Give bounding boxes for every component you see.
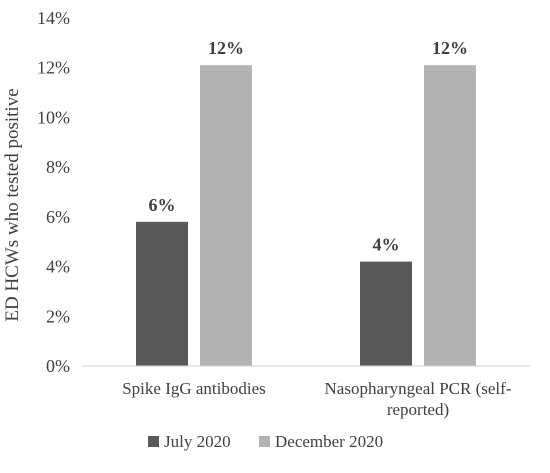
data-label: 12% (432, 38, 468, 58)
y-tick-label: 0% (46, 356, 70, 376)
x-tick-label: reported) (387, 400, 449, 419)
data-label: 6% (149, 195, 176, 215)
y-tick-label: 12% (37, 58, 70, 78)
legend: July 2020 December 2020 (148, 432, 383, 451)
y-axis-label: ED HCWs who tested positive (2, 88, 23, 321)
y-axis: 0% 2% 4% 6% 8% 10% 12% 14% (37, 8, 70, 376)
y-tick-label: 8% (46, 157, 70, 177)
data-label: 4% (373, 235, 400, 255)
y-tick-label: 14% (37, 8, 70, 28)
x-tick-label: Spike IgG antibodies (122, 379, 266, 398)
bar (424, 65, 476, 366)
bar (200, 65, 252, 366)
legend-swatch (259, 436, 270, 447)
y-tick-label: 10% (37, 107, 70, 127)
bars (136, 65, 476, 366)
bar (360, 261, 412, 366)
x-tick-label: Nasopharyngeal PCR (self- (325, 379, 512, 398)
legend-label: July 2020 (164, 432, 231, 451)
legend-swatch (148, 436, 159, 447)
y-tick-label: 4% (46, 257, 70, 277)
data-label: 12% (208, 38, 244, 58)
x-axis: Spike IgG antibodies Nasopharyngeal PCR (… (122, 379, 512, 419)
legend-label: December 2020 (275, 432, 383, 451)
data-labels: 6% 12% 4% 12% (149, 38, 469, 254)
bar (136, 221, 188, 366)
y-tick-label: 6% (46, 207, 70, 227)
y-tick-label: 2% (46, 306, 70, 326)
